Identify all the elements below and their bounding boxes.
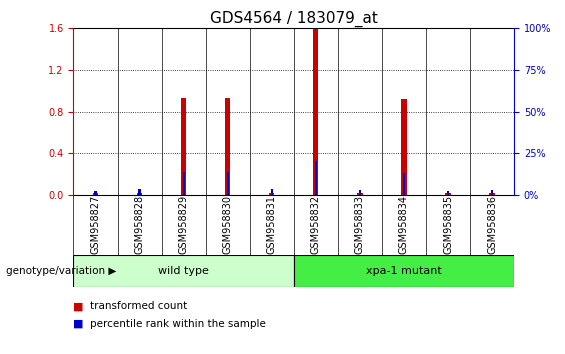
Text: xpa-1 mutant: xpa-1 mutant <box>366 266 442 276</box>
Bar <box>93 193 98 195</box>
Text: genotype/variation ▶: genotype/variation ▶ <box>6 266 116 276</box>
Text: GSM958827: GSM958827 <box>90 195 101 255</box>
Text: percentile rank within the sample: percentile rank within the sample <box>90 319 266 329</box>
Text: wild type: wild type <box>158 266 209 276</box>
FancyBboxPatch shape <box>73 255 294 287</box>
Bar <box>445 193 451 195</box>
Text: ■: ■ <box>73 319 84 329</box>
Bar <box>138 189 141 195</box>
Bar <box>489 193 495 195</box>
Bar <box>94 192 97 195</box>
Text: GSM958836: GSM958836 <box>487 195 497 254</box>
Bar <box>491 190 493 195</box>
Bar <box>403 173 405 195</box>
Title: GDS4564 / 183079_at: GDS4564 / 183079_at <box>210 11 378 27</box>
Bar <box>181 98 186 195</box>
Bar <box>447 192 449 195</box>
Text: GSM958832: GSM958832 <box>311 195 321 255</box>
Bar <box>401 99 407 195</box>
Bar <box>313 29 319 195</box>
Text: GSM958834: GSM958834 <box>399 195 409 254</box>
Bar <box>269 193 275 195</box>
Text: ■: ■ <box>73 301 84 311</box>
Bar <box>225 98 231 195</box>
Text: GSM958828: GSM958828 <box>134 195 145 255</box>
Bar <box>357 193 363 195</box>
Bar <box>137 193 142 195</box>
Text: GSM958830: GSM958830 <box>223 195 233 254</box>
Bar <box>271 189 273 195</box>
Text: transformed count: transformed count <box>90 301 188 311</box>
Bar <box>359 190 361 195</box>
Bar <box>182 172 185 195</box>
Text: GSM958831: GSM958831 <box>267 195 277 254</box>
Bar <box>315 161 317 195</box>
Bar <box>227 172 229 195</box>
FancyBboxPatch shape <box>294 255 514 287</box>
Text: GSM958835: GSM958835 <box>443 195 453 255</box>
Text: GSM958829: GSM958829 <box>179 195 189 255</box>
Text: GSM958833: GSM958833 <box>355 195 365 254</box>
